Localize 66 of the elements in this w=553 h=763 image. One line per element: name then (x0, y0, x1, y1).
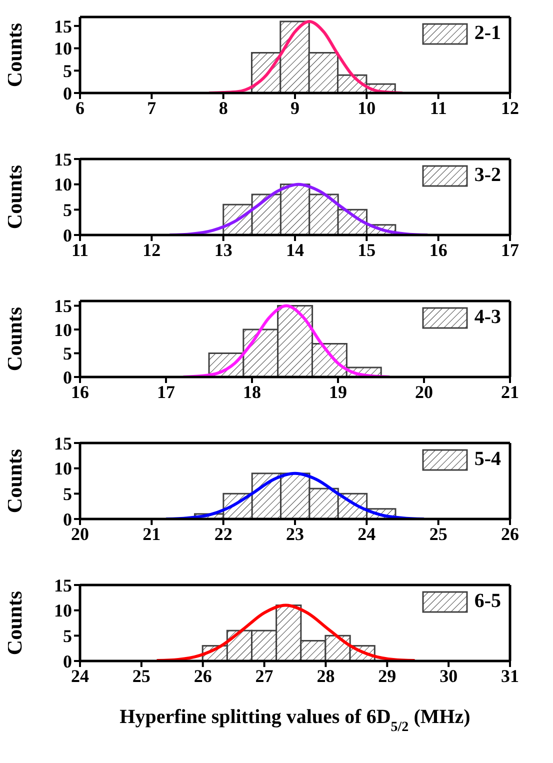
x-axis-title: Hyperfine splitting values of 6D$_{5/2}$ (MHz) (120, 706, 470, 734)
x-tick-label: 21 (142, 524, 161, 544)
y-tick-label: 10 (54, 174, 72, 195)
y-tick-label: 0 (63, 83, 72, 104)
y-tick-label: 0 (63, 225, 72, 246)
y-tick-label: 15 (54, 575, 72, 596)
x-tick-label: 19 (329, 382, 347, 402)
x-tick-label: 30 (440, 666, 458, 686)
y-tick-label: 10 (54, 320, 72, 340)
x-tick-label: 26 (194, 666, 212, 686)
x-tick-label: 12 (142, 240, 161, 260)
y-tick-label: 5 (63, 61, 72, 82)
line-series (182, 304, 392, 377)
x-tick-label: 18 (243, 382, 261, 402)
x-tick-label: 16 (71, 382, 89, 402)
y-tick-label: 5 (63, 200, 72, 220)
x-tick-label: 17 (157, 382, 175, 402)
y-tick-label: 10 (54, 600, 72, 621)
legend-label: 4-3 (474, 306, 501, 329)
x-tick-label: 9 (290, 98, 300, 118)
x-tick-label: 11 (71, 240, 89, 260)
y-tick-label: 15 (54, 16, 72, 36)
y-tick-label: 5 (63, 344, 72, 364)
line-series (168, 182, 430, 235)
x-tick-label: 31 (501, 666, 519, 686)
y-tick-label: 10 (54, 38, 72, 59)
legend-label: 3-2 (474, 164, 501, 187)
x-tick-label: 23 (286, 524, 304, 544)
x-tick-label: 13 (214, 240, 232, 260)
y-tick-label: 15 (54, 149, 72, 170)
x-tick-label: 20 (415, 382, 433, 402)
line-series (155, 604, 416, 661)
legend-label: 5-4 (474, 448, 501, 471)
x-tick-label: 6 (76, 98, 84, 118)
x-tick-label: 10 (358, 98, 376, 118)
y-tick-label: 0 (63, 509, 72, 530)
line-series (164, 472, 426, 519)
x-tick-label: 29 (378, 666, 396, 686)
y-tick-label: 0 (63, 367, 72, 388)
x-tick-label: 14 (286, 240, 304, 260)
x-tick-label: 24 (358, 524, 376, 544)
y-tick-label: 10 (54, 458, 72, 479)
x-tick-label: 8 (218, 98, 228, 118)
x-tick-label: 22 (214, 524, 232, 544)
x-tick-label: 21 (501, 382, 519, 402)
y-tick-label: 15 (54, 296, 72, 316)
x-tick-label: 25 (429, 524, 448, 544)
x-tick-label: 27 (255, 666, 274, 686)
x-tick-label: 28 (316, 666, 335, 686)
x-tick-label: 16 (429, 240, 448, 260)
x-tick-label: 15 (358, 240, 376, 260)
legend-label: 2-1 (474, 22, 501, 45)
line-series (208, 20, 404, 93)
x-tick-label: 25 (132, 666, 150, 686)
x-tick-label: 26 (501, 524, 519, 544)
y-tick-label: 0 (63, 651, 72, 672)
y-tick-label: 5 (63, 626, 72, 646)
y-tick-label: 15 (54, 433, 72, 454)
y-tick-label: 5 (63, 484, 72, 504)
x-tick-label: 24 (71, 666, 89, 686)
x-tick-label: 11 (430, 98, 447, 118)
x-tick-label: 7 (147, 98, 156, 118)
x-tick-label: 12 (501, 98, 519, 118)
x-tick-label: 17 (501, 240, 519, 260)
legend-label: 6-5 (474, 590, 501, 613)
x-tick-label: 20 (71, 524, 89, 544)
